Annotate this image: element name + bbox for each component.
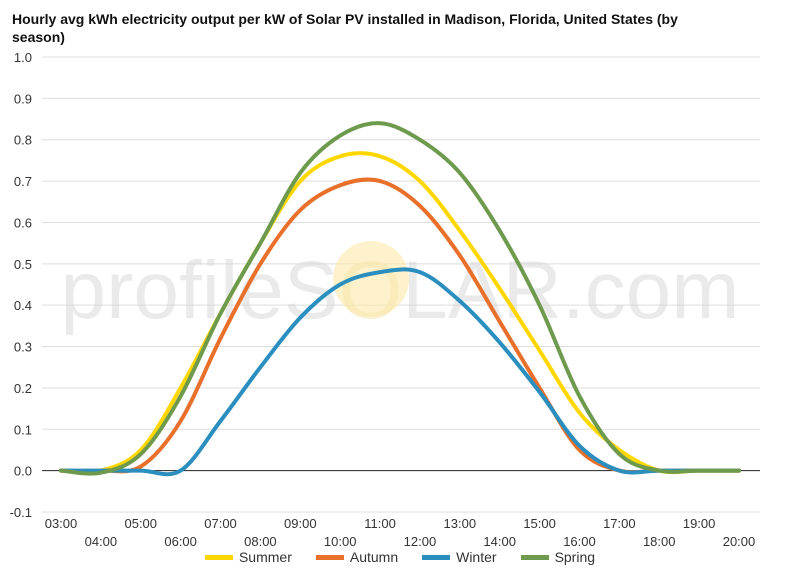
x-tick-label: 12:00: [404, 534, 437, 549]
y-tick-label: 0.3: [14, 340, 32, 355]
y-tick-label: 0.0: [14, 464, 32, 479]
legend-item-autumn[interactable]: Autumn: [315, 549, 399, 565]
x-tick-label: 03:00: [45, 516, 78, 531]
legend-swatch: [422, 554, 451, 560]
legend-label: Autumn: [349, 549, 399, 565]
x-tick-label: 20:00: [723, 534, 756, 549]
y-tick-label: 0.2: [14, 381, 32, 396]
x-tick-label: 19:00: [683, 516, 716, 531]
y-tick-label: 0.7: [14, 174, 32, 189]
y-tick-label: 0.9: [14, 91, 32, 106]
y-tick-label: 0.5: [14, 257, 32, 272]
x-tick-label: 09:00: [284, 516, 317, 531]
series-line-summer: [59, 151, 741, 475]
x-tick-label: 13:00: [444, 516, 477, 531]
legend-swatch: [520, 554, 549, 560]
y-tick-label: 0.8: [14, 133, 32, 148]
x-tick-label: 16:00: [563, 534, 596, 549]
legend-swatch: [204, 554, 233, 560]
watermark-sun: [333, 241, 409, 317]
x-tick-label: 11:00: [364, 516, 396, 531]
y-tick-label: 0.1: [14, 422, 32, 437]
x-tick-label: 14:00: [483, 534, 516, 549]
series-lines: [59, 121, 741, 477]
x-tick-label: 17:00: [603, 516, 636, 531]
legend-label: Winter: [456, 549, 497, 565]
x-tick-label: 15:00: [523, 516, 556, 531]
legend-label: Summer: [238, 549, 292, 565]
legend-item-summer[interactable]: Summer: [204, 549, 292, 565]
legend-swatch: [315, 554, 344, 560]
y-tick-label: 0.6: [14, 215, 32, 230]
y-tick-label: 1.0: [14, 50, 32, 65]
x-tick-label: 08:00: [244, 534, 277, 549]
legend-label: Spring: [554, 549, 596, 565]
y-tick-label: -0.1: [10, 505, 32, 520]
y-tick-label: 0.4: [14, 298, 32, 313]
series-line-winter: [59, 267, 741, 477]
x-tick-label: 04:00: [85, 534, 118, 549]
x-tick-label: 06:00: [164, 534, 197, 549]
x-tick-label: 05:00: [124, 516, 157, 531]
series-line-spring: [59, 121, 741, 476]
legend-item-winter[interactable]: Winter: [422, 549, 497, 565]
legend: Summer Autumn Winter Spring: [0, 549, 800, 565]
x-tick-label: 07:00: [204, 516, 237, 531]
chart-title: Hourly avg kWh electricity output per kW…: [12, 11, 678, 45]
legend-item-spring[interactable]: Spring: [520, 549, 596, 565]
x-tick-label: 18:00: [643, 534, 676, 549]
x-tick-label: 10:00: [324, 534, 357, 549]
